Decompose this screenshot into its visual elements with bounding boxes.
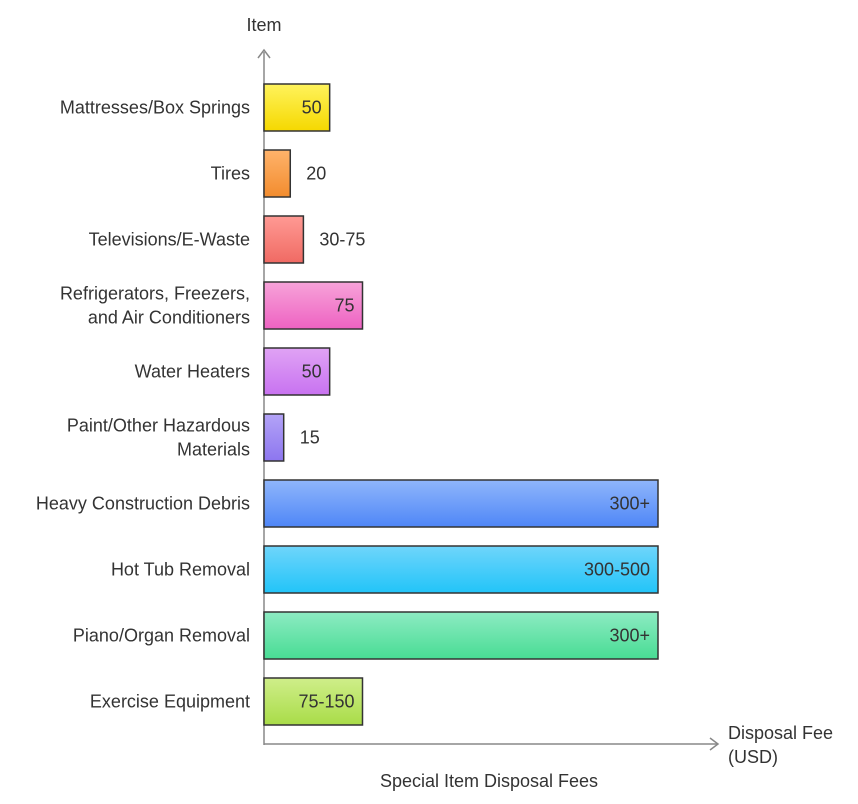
category-label-3-line-1: and Air Conditioners [88, 308, 250, 328]
bar-value-label-6: 300+ [609, 494, 650, 514]
x-axis-title: Disposal Fee (USD) [728, 723, 838, 767]
category-label-4: Water Heaters [135, 362, 250, 382]
x-axis-title-line-2: (USD) [728, 747, 778, 767]
category-label-6-line-0: Heavy Construction Debris [36, 494, 250, 514]
bar-9 [263, 677, 364, 726]
chart-title: Special Item Disposal Fees [380, 771, 598, 791]
category-label-5-line-1: Materials [177, 440, 250, 460]
y-axis-arrowhead [257, 48, 271, 59]
bar-value-label-4: 50 [302, 362, 322, 382]
category-label-1: Tires [211, 164, 250, 184]
bar-4 [263, 347, 331, 396]
y-axis-title: Item [246, 15, 281, 35]
category-label-9: Exercise Equipment [90, 692, 250, 712]
bar-value-label-8: 300+ [609, 626, 650, 646]
category-label-4-line-0: Water Heaters [135, 362, 250, 382]
category-label-6: Heavy Construction Debris [36, 494, 250, 514]
category-label-1-line-0: Tires [211, 164, 250, 184]
bar-2 [263, 215, 305, 264]
bar-value-label-3: 75 [334, 296, 354, 316]
bar-7 [263, 545, 659, 594]
bar-group: 50 Mattresses/Box Springs 20 Tires 30-75 Tele… [36, 83, 659, 726]
bar-value-label-7: 300-500 [584, 560, 650, 580]
x-axis-arrowhead [709, 737, 720, 751]
bar-5 [263, 413, 285, 462]
category-label-2-line-0: Televisions/E-Waste [89, 230, 250, 250]
category-label-8: Piano/Organ Removal [73, 626, 250, 646]
category-label-7: Hot Tub Removal [111, 560, 250, 580]
category-label-5: Paint/Other Hazardous Materials [67, 416, 250, 460]
bar-8 [263, 611, 659, 660]
category-label-3: Refrigerators, Freezers, and Air Conditio… [60, 284, 250, 328]
category-label-5-line-0: Paint/Other Hazardous [67, 416, 250, 436]
category-label-0-line-0: Mattresses/Box Springs [60, 98, 250, 118]
category-label-8-line-0: Piano/Organ Removal [73, 626, 250, 646]
category-label-3-line-0: Refrigerators, Freezers, [60, 284, 250, 304]
bar-value-label-1: 20 [306, 164, 326, 184]
bar-value-label-9: 75-150 [298, 692, 354, 712]
bar-3 [263, 281, 364, 330]
category-label-9-line-0: Exercise Equipment [90, 692, 250, 712]
bar-value-label-2: 30-75 [319, 230, 365, 250]
bar-1 [263, 149, 292, 198]
category-label-0: Mattresses/Box Springs [60, 98, 250, 118]
bar-6 [263, 479, 659, 528]
bar-value-label-0: 50 [302, 98, 322, 118]
category-label-7-line-0: Hot Tub Removal [111, 560, 250, 580]
category-label-2: Televisions/E-Waste [89, 230, 250, 250]
x-axis-title-line-1: Disposal Fee [728, 723, 833, 743]
bar-value-label-5: 15 [300, 428, 320, 448]
bar-0 [263, 83, 331, 132]
